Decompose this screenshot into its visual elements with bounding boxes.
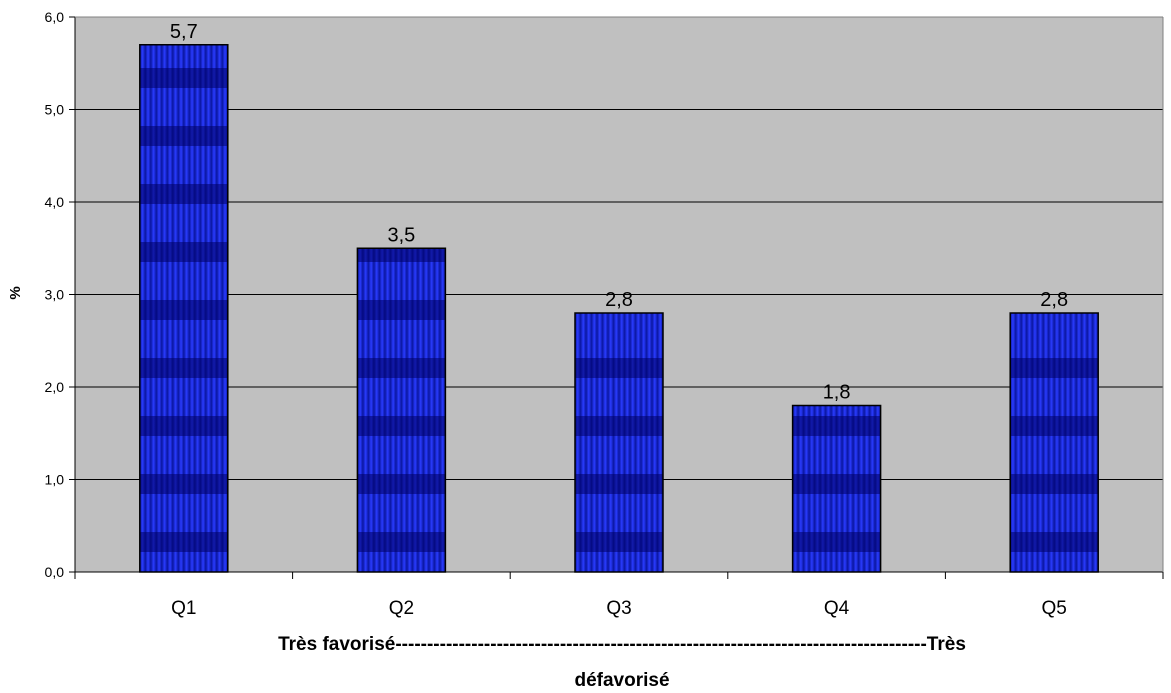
bar-q1 [139, 44, 229, 573]
y-tick-label: 1,0 [45, 472, 65, 488]
x-tick-label-q3: Q3 [606, 598, 631, 619]
bar-band [1010, 532, 1099, 552]
bar-fill [1010, 313, 1099, 572]
bar-band [139, 184, 228, 204]
y-axis-title: % [7, 286, 24, 299]
x-tick-label-q1: Q1 [171, 598, 196, 619]
bars [139, 44, 1099, 573]
y-tick-label: 3,0 [45, 287, 65, 303]
bar-band [357, 358, 446, 378]
bar-band [139, 416, 228, 436]
bar-q4 [791, 404, 882, 573]
labels: % Très favorisé-------------------------… [7, 286, 966, 691]
bar-band [357, 300, 446, 320]
bar-band [357, 248, 446, 262]
x-axis-label-line-2: défavorisé [574, 670, 669, 691]
y-tick-label: 2,0 [45, 379, 65, 395]
bar-band [792, 532, 881, 552]
bar-band [1010, 358, 1099, 378]
bar-q3 [574, 312, 664, 573]
data-label-q1: 5,7 [170, 21, 198, 43]
y-tick-label: 0,0 [45, 564, 65, 580]
bar-band [139, 300, 228, 320]
bar-band [575, 474, 663, 494]
bar-fill [357, 248, 446, 572]
data-label-q4: 1,8 [823, 382, 851, 404]
data-label-q3: 2,8 [605, 289, 633, 311]
data-label-q5: 2,8 [1040, 289, 1068, 311]
bar-q2 [356, 247, 447, 573]
x-tick-label-q4: Q4 [824, 598, 850, 619]
bar-band [139, 474, 228, 494]
x-tick-label-q5: Q5 [1042, 598, 1067, 619]
y-tick-label: 4,0 [45, 194, 65, 210]
bar-fill [575, 313, 663, 572]
bar-band [575, 532, 663, 552]
bar-band [139, 126, 228, 146]
bar-band [1010, 474, 1099, 494]
bar-band [1010, 416, 1099, 436]
bar-band [357, 416, 446, 436]
x-axis-label-line-1: Très favorisé---------------------------… [278, 634, 966, 655]
data-label-q2: 3,5 [387, 224, 415, 246]
bar-band [357, 532, 446, 552]
bar-band [575, 416, 663, 436]
y-tick-label: 5,0 [45, 102, 65, 118]
bar-band [575, 358, 663, 378]
bar-band [139, 68, 228, 88]
axes: 0,0 1,0 2,0 3,0 4,0 5,0 6,0 Q1 5,7 Q2 3,5 Q3 2,8 Q4 1,… [45, 9, 1164, 619]
bar-band [792, 416, 881, 436]
bar-band [139, 532, 228, 552]
bar-band [357, 474, 446, 494]
bar-band [139, 358, 228, 378]
y-tick-label: 6,0 [45, 9, 65, 25]
bar-band [139, 242, 228, 262]
bar-q5 [1009, 312, 1099, 573]
bar-band [792, 474, 881, 494]
x-tick-label-q2: Q2 [389, 598, 414, 619]
